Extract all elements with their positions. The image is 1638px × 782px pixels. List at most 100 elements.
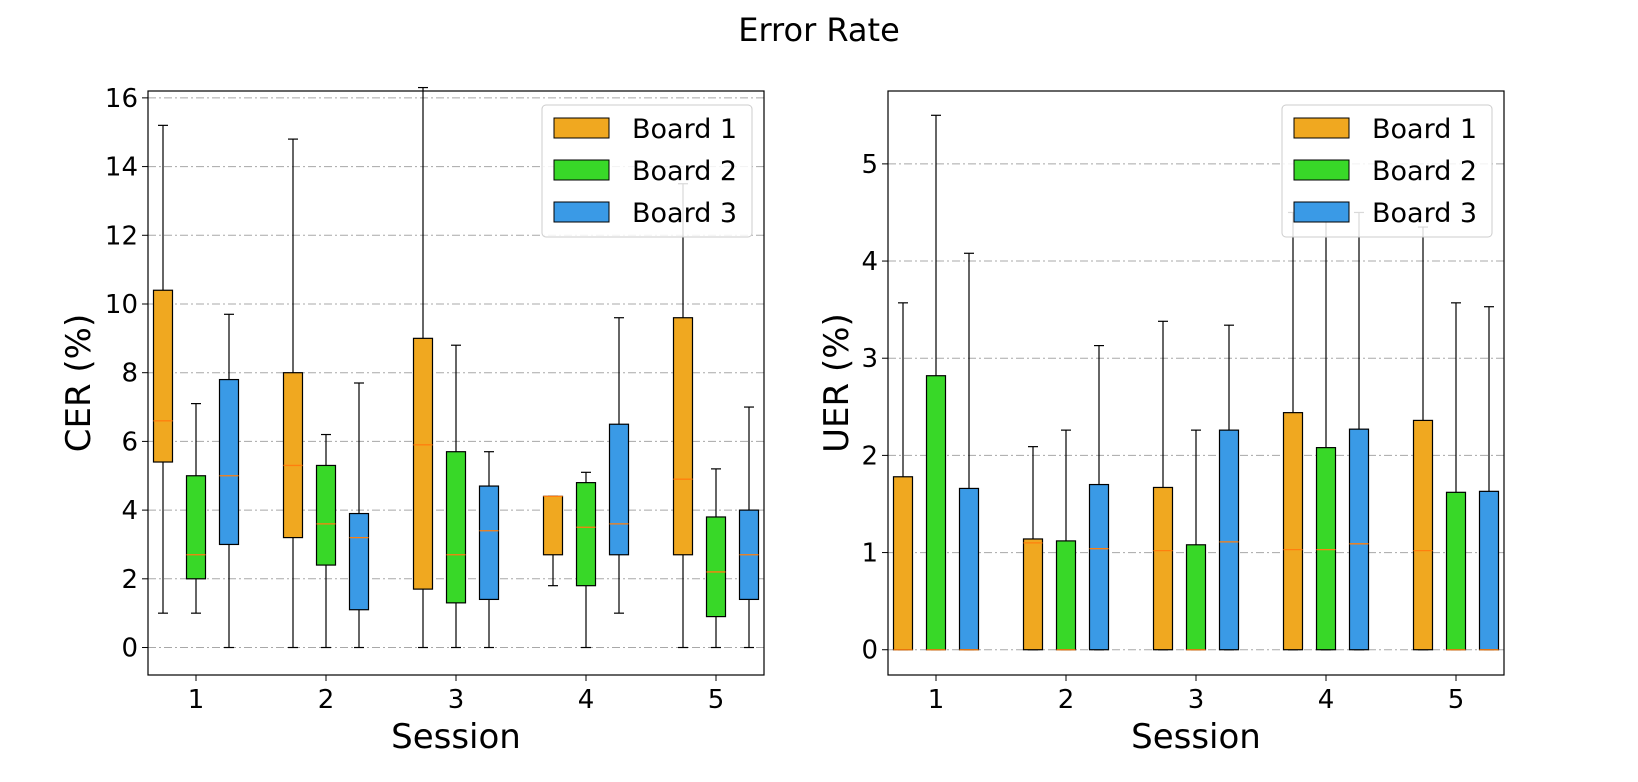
legend-swatch xyxy=(553,117,610,139)
legend-label: Board 2 xyxy=(1372,156,1477,187)
y-tick-label: 16 xyxy=(105,84,138,114)
box-board-1-session-5 xyxy=(672,183,694,649)
legend-swatch xyxy=(1293,159,1350,181)
box-board-3-session-3 xyxy=(1218,324,1240,651)
box-body xyxy=(892,476,914,651)
y-tick-label: 4 xyxy=(861,247,878,277)
x-tick-label: 2 xyxy=(318,685,335,715)
x-axis-label: Session xyxy=(391,717,521,757)
x-tick-label: 4 xyxy=(578,685,595,715)
axes-frame xyxy=(147,90,765,676)
box-board-2-session-2 xyxy=(315,433,337,649)
legend-swatch xyxy=(553,201,610,223)
box-board-3-session-3 xyxy=(478,451,500,649)
box-body xyxy=(152,289,174,463)
legend-label: Board 3 xyxy=(632,198,737,229)
box-body xyxy=(1445,491,1467,651)
legend-label: Board 3 xyxy=(1372,198,1477,229)
box-board-3-session-5 xyxy=(738,406,760,649)
x-tick-label: 1 xyxy=(928,685,945,715)
box-body xyxy=(315,464,337,566)
y-tick-label: 14 xyxy=(105,153,138,183)
box-body xyxy=(1218,429,1240,651)
box-body xyxy=(282,372,304,539)
y-tick-label: 0 xyxy=(121,634,138,664)
box-body xyxy=(445,451,467,604)
y-axis-label: UER (%) xyxy=(817,313,857,453)
box-body xyxy=(705,516,727,618)
box-body xyxy=(1315,447,1337,651)
box-board-1-session-1 xyxy=(152,124,174,614)
box-board-2-session-1 xyxy=(185,403,207,614)
box-body xyxy=(1478,490,1500,651)
legend: Board 1 Board 2 Board 3 xyxy=(1281,104,1493,238)
box-body xyxy=(672,317,694,556)
box-body xyxy=(925,375,947,651)
box-body xyxy=(1055,540,1077,651)
y-tick-label: 2 xyxy=(861,441,878,471)
y-tick-label: 5 xyxy=(861,150,878,180)
y-tick-label: 1 xyxy=(861,539,878,569)
legend-swatch xyxy=(1293,201,1350,223)
box-board-1-session-3 xyxy=(1152,320,1174,651)
box-body xyxy=(478,485,500,601)
x-tick-label: 2 xyxy=(1058,685,1075,715)
box-body xyxy=(1348,428,1370,651)
box-board-2-session-3 xyxy=(1185,429,1207,651)
box-body xyxy=(1152,486,1174,651)
box-board-3-session-2 xyxy=(348,382,370,649)
legend-swatch xyxy=(1293,117,1350,139)
legend-swatch xyxy=(553,159,610,181)
box-body xyxy=(1412,419,1434,651)
box-body xyxy=(1088,483,1110,651)
box-board-3-session-1 xyxy=(958,252,980,651)
x-tick-label: 4 xyxy=(1318,685,1335,715)
x-tick-label: 1 xyxy=(188,685,205,715)
y-tick-label: 4 xyxy=(121,496,138,526)
y-tick-label: 8 xyxy=(121,359,138,389)
x-tick-label: 3 xyxy=(448,685,465,715)
box-body xyxy=(542,495,564,556)
y-tick-label: 2 xyxy=(121,565,138,595)
y-tick-label: 3 xyxy=(861,344,878,374)
x-tick-label: 5 xyxy=(708,685,725,715)
box-board-2-session-1 xyxy=(925,114,947,651)
box-board-1-session-2 xyxy=(282,138,304,649)
axes-frame xyxy=(887,90,1505,676)
box-body xyxy=(608,423,630,556)
box-board-2-session-5 xyxy=(1445,302,1467,651)
box-board-1-session-1 xyxy=(892,302,914,651)
box-board-1-session-5 xyxy=(1412,226,1434,651)
y-axis-label: CER (%) xyxy=(59,314,99,453)
box-board-2-session-2 xyxy=(1055,429,1077,651)
box-board-1-session-4 xyxy=(1282,211,1304,651)
box-body xyxy=(412,337,434,590)
x-tick-label: 5 xyxy=(1448,685,1465,715)
y-tick-label: 12 xyxy=(105,221,138,251)
box-board-2-session-4 xyxy=(575,471,597,649)
y-tick-label: 10 xyxy=(105,290,138,320)
box-body xyxy=(1282,412,1304,651)
x-tick-label: 3 xyxy=(1188,685,1205,715)
box-board-3-session-4 xyxy=(1348,211,1370,651)
box-board-1-session-4 xyxy=(542,495,564,587)
box-board-2-session-3 xyxy=(445,344,467,649)
box-body xyxy=(575,482,597,587)
box-board-1-session-3 xyxy=(412,86,434,649)
box-board-2-session-5 xyxy=(705,468,727,649)
box-body xyxy=(348,512,370,611)
box-board-2-session-4 xyxy=(1315,211,1337,651)
box-board-3-session-2 xyxy=(1088,344,1110,651)
box-board-3-session-1 xyxy=(218,313,240,649)
box-board-3-session-4 xyxy=(608,317,630,614)
y-tick-label: 0 xyxy=(861,636,878,666)
legend-label: Board 1 xyxy=(632,114,737,145)
box-body xyxy=(185,475,207,580)
legend-label: Board 1 xyxy=(1372,114,1477,145)
box-body xyxy=(1185,544,1207,651)
box-body xyxy=(218,378,240,546)
box-body xyxy=(958,487,980,651)
